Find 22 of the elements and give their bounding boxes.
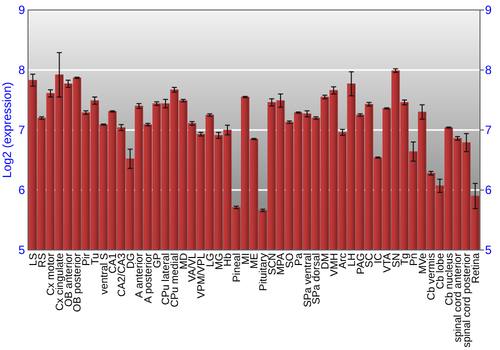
y2-tick-label: 9 [485, 3, 492, 18]
x-tick-label: LG [204, 253, 216, 268]
x-tick-label: Tg [399, 252, 412, 266]
y-tick-label: 7 [18, 123, 26, 138]
x-tick-label: Cb lobe [434, 252, 446, 290]
y-tick-label: 9 [18, 3, 26, 18]
y2-tick-label: 6 [485, 183, 492, 198]
x-tick-label: A posterior [142, 252, 154, 304]
y-tick-label: 6 [18, 183, 26, 198]
y-tick-label: 5 [18, 243, 26, 258]
x-tick-label: DM [319, 253, 332, 270]
x-tick-label: Pineal [230, 253, 243, 282]
x-tick-label: VTA [381, 253, 394, 273]
y2-tick-label: 5 [485, 243, 492, 258]
y2-tick-label: 7 [485, 123, 492, 138]
x-tick-label: Cx cingulate [54, 252, 66, 311]
x-tick-label: Tu [89, 252, 102, 265]
y-tick-label: 8 [18, 63, 26, 78]
x-tick-label: OB posterior [72, 252, 84, 312]
y2-tick-label: 8 [485, 63, 492, 78]
x-tick-label: Pa [292, 252, 305, 266]
y-axis-title: Log2 (expression) [0, 82, 14, 178]
